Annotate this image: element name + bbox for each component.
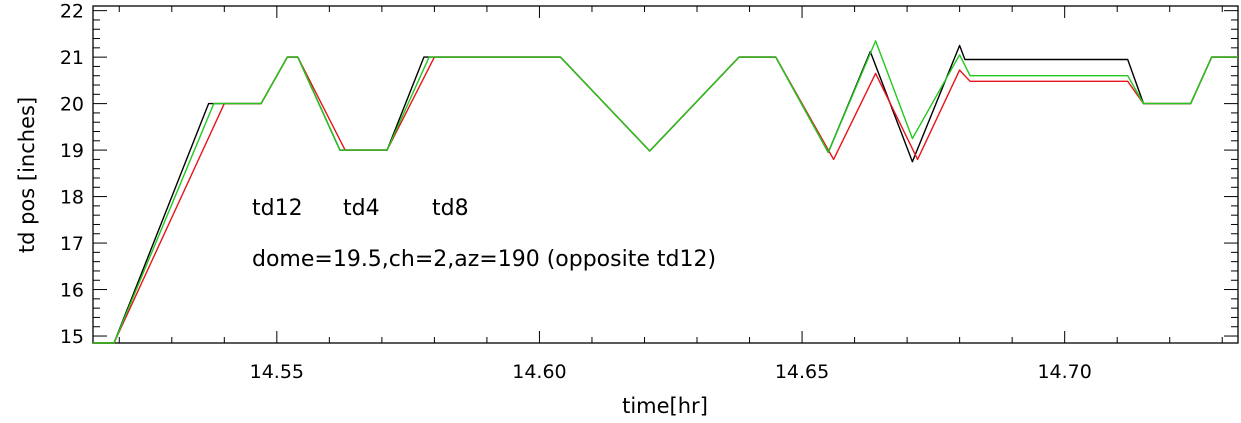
y-tick-labels: 15 16 17 18 19 20 21 22 (60, 1, 84, 348)
x-axis-label: time[hr] (622, 394, 708, 418)
plot-frame (92, 5, 1239, 344)
x-tick-label: 14.65 (775, 361, 829, 383)
x-tick-label: 14.55 (250, 361, 304, 383)
y-tick-label: 15 (60, 326, 84, 348)
y-tick-label: 21 (60, 47, 84, 69)
x-tick-labels: 14.55 14.60 14.65 14.70 (250, 361, 1092, 383)
series-line-td8 (93, 40, 1238, 344)
minor-ticks (93, 6, 1238, 343)
y-tick-label: 17 (60, 233, 84, 255)
x-tick-label: 14.70 (1037, 361, 1091, 383)
y-tick-label: 22 (60, 1, 84, 23)
y-axis-label: td pos [inches] (15, 97, 39, 253)
legend-label-td12: td12 (252, 196, 303, 221)
series-line-td12 (93, 44, 1238, 344)
legend-label-td8: td8 (432, 196, 469, 221)
y-tick-label: 20 (60, 94, 84, 116)
legend: td12 td4 td8 (252, 196, 469, 221)
series-lines (93, 40, 1238, 344)
x-tick-label: 14.60 (512, 361, 566, 383)
y-tick-label: 16 (60, 280, 84, 302)
major-ticks (93, 6, 1238, 343)
y-tick-label: 18 (60, 187, 84, 209)
y-tick-label: 19 (60, 140, 84, 162)
chart-annotation: dome=19.5,ch=2,az=190 (opposite td12) (252, 247, 716, 272)
legend-label-td4: td4 (343, 196, 380, 221)
